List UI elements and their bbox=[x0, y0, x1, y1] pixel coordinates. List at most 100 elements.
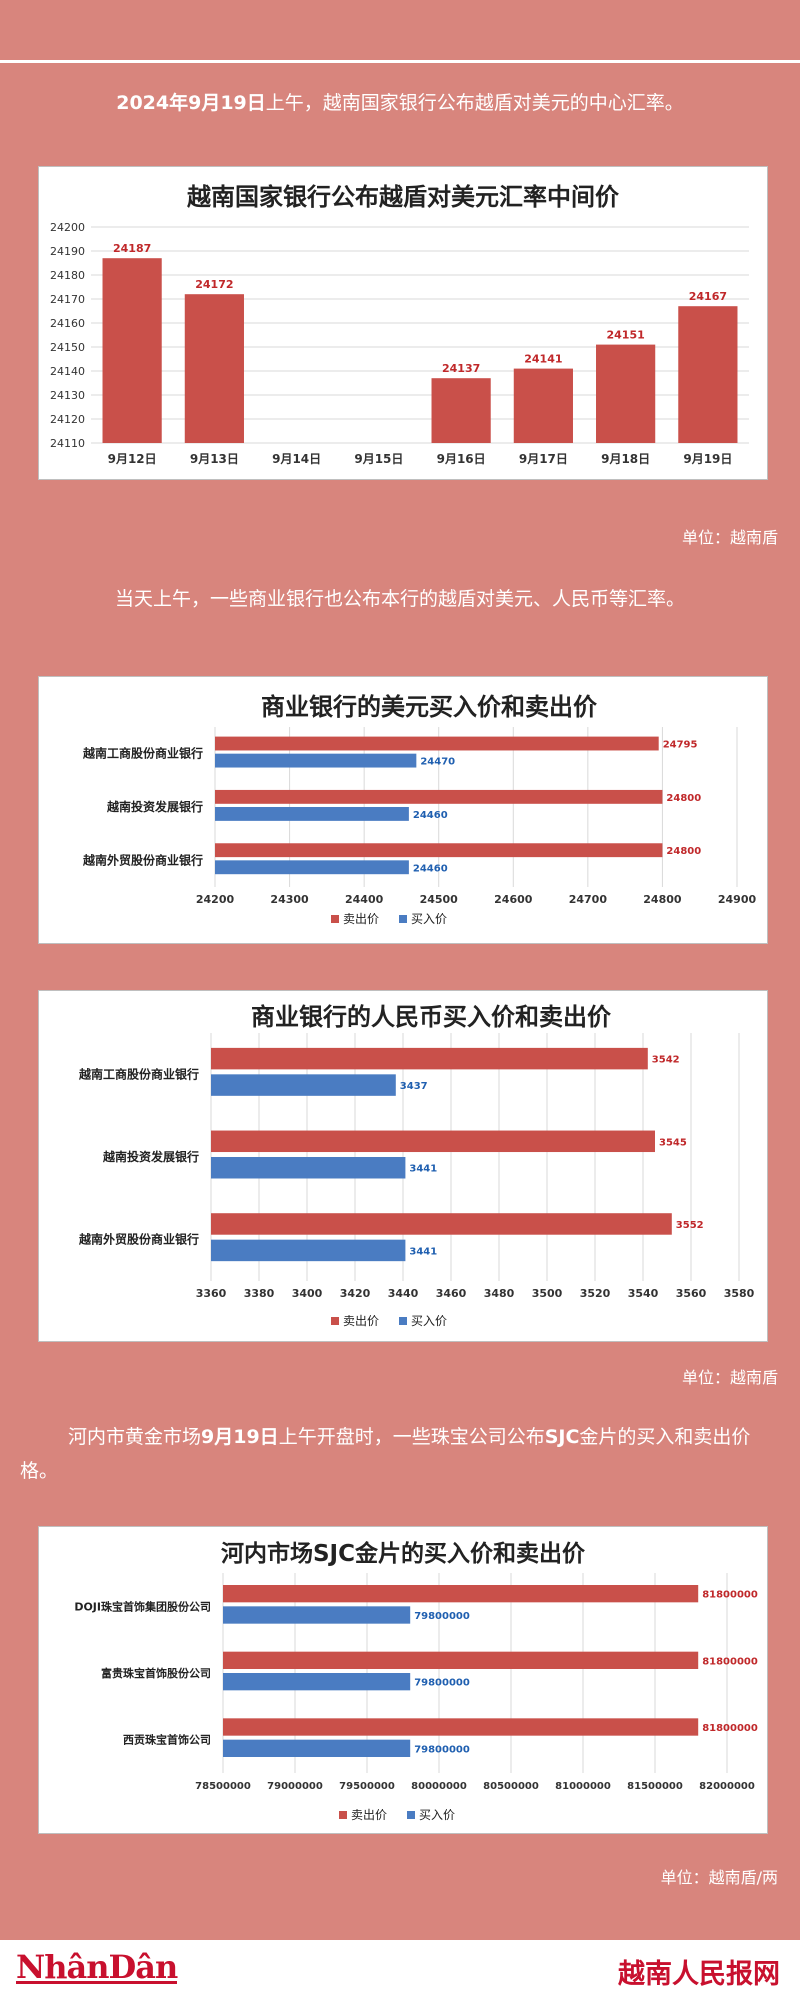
commercial-banks-paragraph: 当天上午，一些商业银行也公布本行的越盾对美元、人民币等汇率。 bbox=[114, 588, 685, 610]
x-tick-label: 24200 bbox=[196, 893, 235, 906]
x-tick-label: 24900 bbox=[718, 893, 757, 906]
x-tick-label: 9月17日 bbox=[519, 452, 568, 466]
bar-卖出价-2 bbox=[215, 843, 663, 858]
bar-9月18日 bbox=[596, 344, 656, 443]
legend-label: 买入价 bbox=[419, 1808, 455, 1822]
footer-bar: NhânDân 越南人民报网 bbox=[0, 1940, 800, 2000]
data-label: 81800000 bbox=[702, 1656, 758, 1667]
chart-title: 商业银行的人民币买入价和卖出价 bbox=[251, 1003, 612, 1031]
x-tick-label: 3460 bbox=[436, 1287, 467, 1300]
bar-买入价-0 bbox=[211, 1074, 396, 1096]
x-tick-label: 82000000 bbox=[699, 1781, 755, 1792]
y-tick-label: 24180 bbox=[50, 269, 85, 282]
x-tick-label: 81000000 bbox=[555, 1781, 611, 1792]
x-tick-label: 3440 bbox=[388, 1287, 419, 1300]
data-label: 81800000 bbox=[702, 1590, 758, 1601]
bar-买入价-1 bbox=[211, 1157, 406, 1179]
top-divider bbox=[0, 60, 800, 63]
x-tick-label: 9月18日 bbox=[601, 452, 650, 466]
x-tick-label: 3580 bbox=[724, 1287, 755, 1300]
data-label: 3441 bbox=[409, 1164, 437, 1175]
data-label: 3437 bbox=[400, 1081, 428, 1092]
bar-卖出价-0 bbox=[211, 1047, 648, 1070]
bar-卖出价-1 bbox=[223, 1651, 699, 1669]
unit-label-2: 单位：越南盾 bbox=[681, 1368, 778, 1387]
category-label: 越南投资发展银行 bbox=[106, 799, 203, 814]
nhandan-logo[interactable]: NhânDân bbox=[16, 1948, 178, 1986]
chart-card-cny: 商业银行的人民币买入价和卖出价 3360 3380 3400 3420 3440 3460 3… bbox=[38, 990, 768, 1342]
chart-card-usd: 商业银行的美元买入价和卖出价 24200 24300 24400 24500 24600 2… bbox=[38, 676, 768, 944]
x-tick-label: 9月14日 bbox=[272, 452, 321, 466]
chart-title: 越南国家银行公布越盾对美元汇率中间价 bbox=[187, 183, 620, 211]
data-label: 3441 bbox=[409, 1246, 437, 1257]
data-label: 81800000 bbox=[702, 1723, 758, 1734]
x-tick-label: 3420 bbox=[340, 1287, 371, 1300]
gold-para-mid: 上午开盘时，一些珠宝公司公布 bbox=[278, 1426, 545, 1448]
x-tick-label: 9月19日 bbox=[683, 452, 732, 466]
usd-rates-chart: 商业银行的美元买入价和卖出价 24200 24300 24400 24500 24600 2… bbox=[82, 693, 757, 926]
category-label: 越南外贸股份商业银行 bbox=[78, 1232, 199, 1247]
sjc-gold-chart: 河内市场SJC金片的买入价和卖出价 78500000 79000000 7950000… bbox=[74, 1540, 758, 1822]
y-tick-label: 24130 bbox=[50, 389, 85, 402]
legend-label: 卖出价 bbox=[343, 1314, 379, 1328]
x-tick-label: 9月13日 bbox=[190, 452, 239, 466]
x-tick-label: 24800 bbox=[643, 893, 682, 906]
data-label: 24795 bbox=[663, 740, 698, 751]
legend-label: 卖出价 bbox=[343, 912, 379, 926]
data-label: 3552 bbox=[676, 1220, 704, 1231]
central-rate-chart: 越南国家银行公布越盾对美元汇率中间价 24110 24120 24130 24140 24… bbox=[50, 183, 749, 466]
x-tick-label: 3520 bbox=[580, 1287, 611, 1300]
y-tick-label: 24160 bbox=[50, 317, 85, 330]
cny-rates-chart: 商业银行的人民币买入价和卖出价 3360 3380 3400 3420 3440 3460 3… bbox=[78, 1003, 755, 1328]
intro-paragraph: 2024年9月19日上午，越南国家银行公布越盾对美元的中心汇率。 bbox=[20, 86, 780, 120]
x-tick-label: 24300 bbox=[270, 893, 309, 906]
x-tick-label: 3380 bbox=[244, 1287, 275, 1300]
gold-para-date: 9月19日 bbox=[201, 1426, 279, 1448]
legend-swatch-0 bbox=[331, 1317, 339, 1325]
category-label: 越南工商股份商业银行 bbox=[78, 1066, 199, 1081]
y-tick-label: 24150 bbox=[50, 341, 85, 354]
data-label: 24137 bbox=[442, 362, 480, 375]
data-label: 24167 bbox=[689, 290, 727, 303]
bar-买入价-2 bbox=[215, 860, 409, 875]
chart-title: 河内市场SJC金片的买入价和卖出价 bbox=[221, 1540, 586, 1567]
bar-买入价-0 bbox=[215, 753, 417, 768]
bar-买入价-0 bbox=[223, 1606, 411, 1624]
category-label: DOJI珠宝首饰集团股份公司 bbox=[74, 1599, 211, 1613]
x-tick-label: 79000000 bbox=[267, 1781, 323, 1792]
bar-买入价-2 bbox=[223, 1739, 411, 1757]
x-tick-label: 9月15日 bbox=[354, 452, 403, 466]
y-tick-label: 24200 bbox=[50, 221, 85, 234]
bar-买入价-2 bbox=[211, 1239, 406, 1262]
x-tick-label: 3540 bbox=[628, 1287, 659, 1300]
x-tick-label: 24400 bbox=[345, 893, 384, 906]
x-tick-label: 3400 bbox=[292, 1287, 323, 1300]
x-tick-label: 80500000 bbox=[483, 1781, 539, 1792]
category-label: 越南投资发展银行 bbox=[102, 1149, 199, 1164]
site-name-logo[interactable]: 越南人民报网 bbox=[618, 1959, 780, 1990]
chart-card-central-rate: 越南国家银行公布越盾对美元汇率中间价 24110 24120 24130 24140 24… bbox=[38, 166, 768, 480]
category-label: 西贡珠宝首饰公司 bbox=[123, 1733, 211, 1747]
data-label: 24151 bbox=[606, 329, 644, 342]
data-label: 24470 bbox=[420, 757, 455, 768]
legend-swatch-1 bbox=[399, 915, 407, 923]
data-label: 3545 bbox=[659, 1137, 687, 1148]
bar-9月13日 bbox=[184, 294, 244, 443]
bar-卖出价-2 bbox=[211, 1213, 672, 1235]
x-tick-label: 9月16日 bbox=[437, 452, 486, 466]
legend-swatch-0 bbox=[331, 915, 339, 923]
chart-title: 商业银行的美元买入价和卖出价 bbox=[261, 693, 598, 721]
x-tick-label: 3500 bbox=[532, 1287, 563, 1300]
x-tick-label: 81500000 bbox=[627, 1781, 683, 1792]
y-tick-label: 24190 bbox=[50, 245, 85, 258]
bar-卖出价-1 bbox=[211, 1130, 655, 1153]
legend-swatch-0 bbox=[339, 1811, 347, 1819]
y-tick-label: 24110 bbox=[50, 437, 85, 450]
x-tick-label: 24700 bbox=[569, 893, 608, 906]
data-label: 24172 bbox=[195, 278, 233, 291]
bar-买入价-1 bbox=[215, 807, 409, 821]
data-label: 79800000 bbox=[414, 1611, 470, 1622]
chart-card-gold: 河内市场SJC金片的买入价和卖出价 78500000 79000000 7950000… bbox=[38, 1526, 768, 1834]
category-label: 越南工商股份商业银行 bbox=[82, 746, 203, 761]
data-label: 24460 bbox=[413, 863, 448, 874]
